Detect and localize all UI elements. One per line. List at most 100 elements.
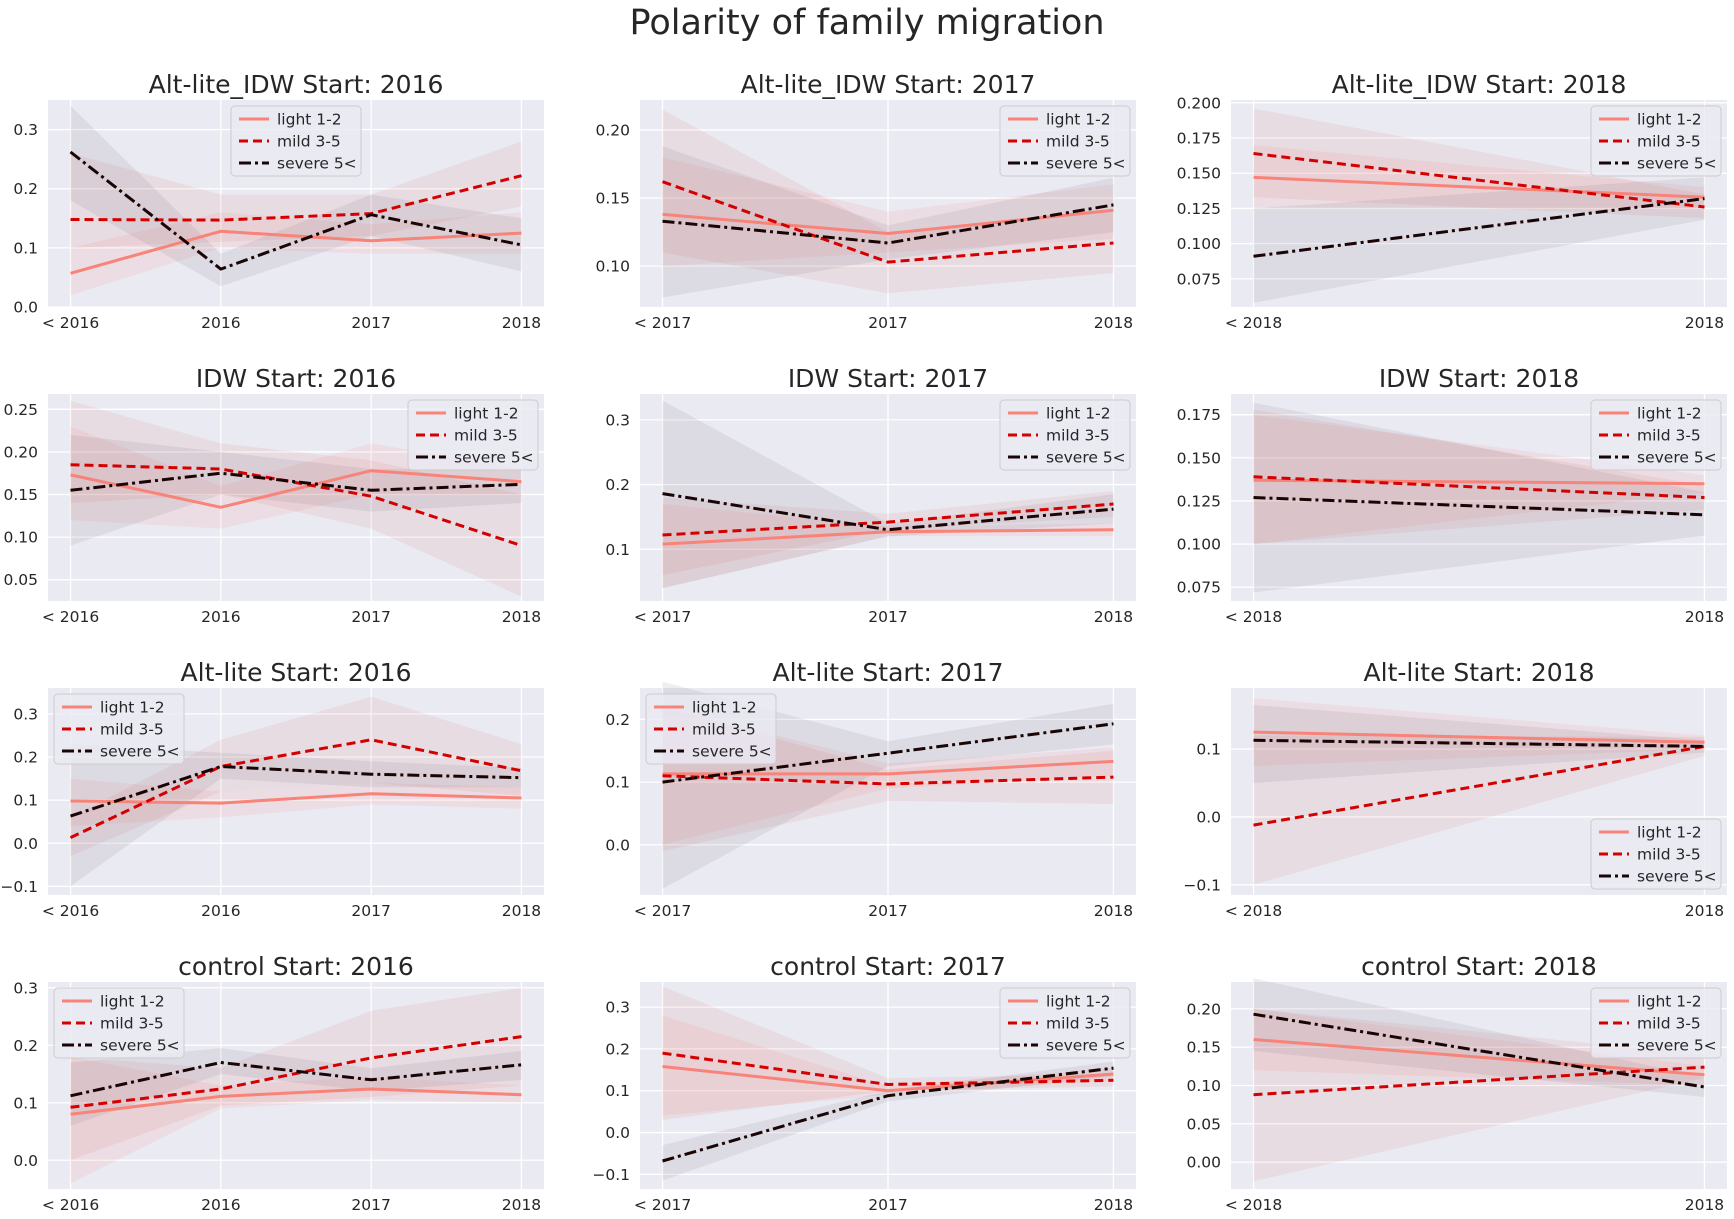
y-tick-label: 0.20 (595, 121, 630, 139)
legend-box (1590, 399, 1722, 471)
y-tick-label: 0.2 (605, 476, 630, 494)
x-tick-label: < 2017 (634, 314, 691, 332)
confidence-band-severe (70, 1048, 522, 1126)
legend-label: severe 5< (1046, 449, 1126, 467)
x-tick-label: 2017 (351, 608, 390, 626)
x-tick-label: < 2017 (634, 608, 691, 626)
subplot-10: −0.1 0.0 0.1 0.2 0.3 < 2017 2017 2018 control St… (592, 952, 1136, 1214)
x-tick-label: 2018 (1094, 314, 1133, 332)
legend: light 1-2 mild 3-5 severe 5< (999, 987, 1131, 1059)
x-tick-label: < 2017 (634, 902, 691, 920)
confidence-band-severe (662, 146, 1114, 298)
y-tick-label: 0.125 (1177, 492, 1221, 510)
legend-label: mild 3-5 (1637, 427, 1701, 445)
y-tick-label: −0.1 (592, 1166, 630, 1184)
series-line-severe (70, 471, 522, 492)
x-tick-label: 2017 (868, 608, 907, 626)
y-tick-label: 0.175 (1177, 406, 1221, 424)
x-tick-label: < 2016 (42, 902, 99, 920)
x-tick-label: 2017 (868, 1196, 907, 1214)
legend-label: mild 3-5 (1637, 133, 1701, 151)
series-line-mild (661, 180, 1114, 264)
legend-label: severe 5< (1637, 155, 1717, 173)
y-tick-label: 0.3 (13, 979, 38, 997)
legend-label: severe 5< (692, 743, 772, 761)
subplot-0: 0.0 0.1 0.2 0.3 < 2016 2016 2017 2018 Alt-lite_I… (13, 70, 544, 332)
subplot-title: IDW Start: 2016 (196, 364, 396, 393)
confidence-band-light (662, 504, 1114, 589)
series-line-severe (1253, 738, 1705, 748)
series-line-light (70, 1087, 522, 1116)
x-tick-label: 2018 (1685, 902, 1724, 920)
legend-label: severe 5< (454, 449, 534, 467)
legend-label: mild 3-5 (100, 1015, 164, 1033)
subplot-title: Alt-lite_IDW Start: 2016 (149, 70, 444, 99)
subplot-4: 0.1 0.2 0.3 < 2017 2017 2018 IDW Start: 2017 li… (605, 364, 1136, 626)
series-line-mild (70, 1035, 522, 1109)
y-tick-label: 0.075 (1177, 270, 1221, 288)
y-tick-label: 0.15 (595, 190, 630, 208)
legend-label: light 1-2 (100, 699, 165, 717)
x-tick-label: < 2016 (42, 608, 99, 626)
legend-label: light 1-2 (1046, 993, 1111, 1011)
legend-label: mild 3-5 (1046, 427, 1110, 445)
figure-title: Polarity of family migration (629, 3, 1105, 43)
series-line-severe (662, 722, 1114, 784)
y-tick-label: 0.2 (605, 1040, 630, 1058)
confidence-band-light (1253, 698, 1705, 766)
x-tick-label: 2018 (502, 902, 541, 920)
legend-label: severe 5< (100, 743, 180, 761)
subplot-title: IDW Start: 2018 (1379, 364, 1579, 393)
y-tick-label: 0.125 (1177, 200, 1221, 218)
legend-label: mild 3-5 (1637, 1015, 1701, 1033)
legend-box (999, 105, 1131, 177)
series-line-mild (662, 502, 1114, 537)
legend: light 1-2 mild 3-5 severe 5< (53, 693, 185, 765)
legend-label: light 1-2 (1637, 824, 1702, 842)
y-tick-label: 0.150 (1177, 449, 1221, 467)
y-tick-label: 0.200 (1177, 94, 1221, 112)
x-tick-label: < 2016 (42, 1196, 99, 1214)
series-line-light (70, 792, 522, 805)
subplot-5: 0.075 0.100 0.125 0.150 0.175 < 2018 2018 IDW S… (1177, 364, 1727, 626)
x-tick-label: 2016 (201, 1196, 240, 1214)
series-line-light (1253, 175, 1705, 199)
legend-label: light 1-2 (277, 111, 342, 129)
y-tick-label: 0.175 (1177, 130, 1221, 148)
y-tick-label: 0.100 (1177, 235, 1221, 253)
legend: light 1-2 mild 3-5 severe 5< (1590, 818, 1722, 890)
y-tick-label: 0.0 (13, 1152, 38, 1170)
y-tick-label: 0.3 (13, 705, 38, 723)
y-tick-label: 0.075 (1177, 579, 1221, 597)
x-tick-label: 2018 (1094, 902, 1133, 920)
y-tick-label: 0.1 (1196, 741, 1221, 759)
y-tick-label: 0.2 (13, 180, 38, 198)
legend-label: light 1-2 (1637, 993, 1702, 1011)
legend-box (999, 987, 1131, 1059)
subplot-3: 0.05 0.10 0.15 0.20 0.25 < 2016 2016 2017 2018 ID… (3, 364, 544, 626)
series-line-light (1253, 730, 1705, 744)
legend: light 1-2 mild 3-5 severe 5< (999, 105, 1131, 177)
confidence-band-mild (662, 109, 1114, 294)
series-line-severe (1253, 496, 1705, 517)
x-tick-label: < 2018 (1225, 314, 1282, 332)
x-tick-label: 2017 (868, 314, 907, 332)
legend: light 1-2 mild 3-5 severe 5< (1590, 105, 1722, 177)
y-tick-label: 0.3 (605, 999, 630, 1017)
legend-label: mild 3-5 (1046, 1015, 1110, 1033)
x-tick-label: < 2018 (1225, 902, 1282, 920)
y-tick-label: −0.1 (0, 878, 38, 896)
legend-label: light 1-2 (1637, 405, 1702, 423)
confidence-band-mild (70, 696, 522, 857)
x-tick-label: < 2018 (1225, 608, 1282, 626)
x-tick-label: 2018 (502, 314, 541, 332)
confidence-band-light (70, 1056, 522, 1184)
series-line-mild (70, 463, 522, 548)
legend-box (999, 399, 1131, 471)
y-tick-label: 0.05 (3, 571, 38, 589)
y-tick-label: 0.1 (13, 1094, 38, 1112)
legend-label: mild 3-5 (692, 721, 756, 739)
legend-label: mild 3-5 (277, 133, 341, 151)
legend-box (53, 693, 185, 765)
subplot-8: −0.1 0.0 0.1 < 2018 2018 Alt-lite Start: 2018… (1183, 658, 1727, 920)
